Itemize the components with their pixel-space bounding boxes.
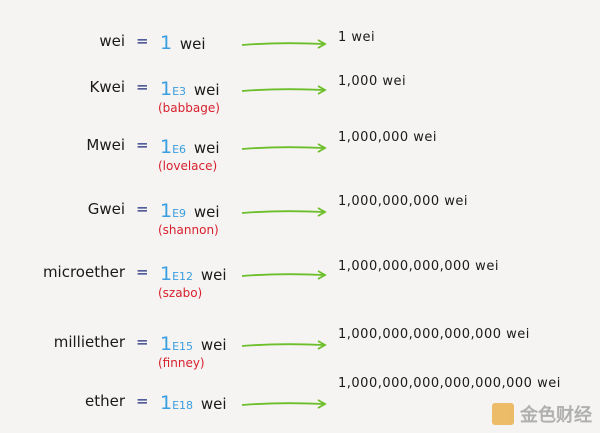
result-value: 1,000 wei — [338, 74, 407, 89]
arrow-icon — [241, 207, 327, 217]
unit-nickname: (finney) — [158, 356, 205, 370]
coefficient: 1 — [160, 392, 173, 414]
coefficient: 1 — [160, 200, 173, 222]
result-value: 1 wei — [338, 30, 376, 45]
unit-value: 1 wei — [160, 32, 206, 54]
coefficient: 1 — [160, 333, 173, 355]
unit-value: 1E9 wei — [160, 200, 220, 222]
unit-name: wei — [99, 32, 125, 50]
arrow-icon — [241, 340, 327, 350]
unit-name: Kwei — [89, 78, 125, 96]
arrow-icon — [241, 85, 327, 95]
unit-value: 1E6 wei — [160, 136, 220, 158]
equals-sign: = — [136, 32, 149, 50]
unit-name: Gwei — [87, 200, 125, 218]
exponent: E9 — [172, 207, 187, 220]
conversion-row: microether = 1E12 wei (szabo) 1,000,000,… — [0, 259, 600, 303]
arrow-icon — [241, 270, 327, 280]
coefficient: 1 — [160, 136, 173, 158]
equals-sign: = — [136, 263, 149, 281]
conversion-row: ether = 1E18 wei 1,000,000,000,000,000,0… — [0, 376, 600, 432]
equals-sign: = — [136, 200, 149, 218]
unit-nickname: (szabo) — [158, 286, 203, 300]
watermark-logo-icon — [492, 403, 514, 425]
unit-nickname: (babbage) — [158, 101, 220, 115]
unit-value: 1E12 wei — [160, 263, 227, 285]
conversion-row: Gwei = 1E9 wei (shannon) 1,000,000,000 w… — [0, 194, 600, 240]
equals-sign: = — [136, 392, 149, 410]
result-value: 1,000,000,000 wei — [338, 194, 468, 209]
coefficient: 1 — [160, 78, 173, 100]
result-value: 1,000,000 wei — [338, 130, 438, 145]
exponent: E18 — [172, 399, 194, 412]
unit-value: 1E15 wei — [160, 333, 227, 355]
equals-sign: = — [136, 333, 149, 351]
coefficient: 1 — [160, 263, 173, 285]
exponent: E3 — [172, 85, 187, 98]
unit-name: ether — [84, 392, 125, 410]
unit-name: milliether — [53, 333, 125, 351]
exponent: E15 — [172, 340, 194, 353]
base-unit: wei — [179, 35, 206, 53]
result-value: 1,000,000,000,000 wei — [338, 259, 499, 274]
unit-nickname: (lovelace) — [158, 159, 218, 173]
conversion-row: Kwei = 1E3 wei (babbage) 1,000 wei — [0, 74, 600, 118]
exponent: E12 — [172, 270, 194, 283]
equals-sign: = — [136, 136, 149, 154]
exponent: E6 — [172, 143, 187, 156]
unit-value: 1E18 wei — [160, 392, 227, 414]
result-value: 1,000,000,000,000,000,000 wei — [338, 376, 561, 391]
arrow-icon — [241, 399, 327, 409]
result-value: 1,000,000,000,000,000 wei — [338, 327, 530, 342]
base-unit: wei — [200, 336, 227, 354]
base-unit: wei — [200, 395, 227, 413]
base-unit: wei — [193, 203, 220, 221]
base-unit: wei — [193, 139, 220, 157]
conversion-row: Mwei = 1E6 wei (lovelace) 1,000,000 wei — [0, 130, 600, 176]
base-unit: wei — [200, 266, 227, 284]
base-unit: wei — [193, 81, 220, 99]
arrow-icon — [241, 143, 327, 153]
coefficient: 1 — [160, 32, 173, 54]
watermark: 金色财经 — [492, 401, 592, 427]
watermark-text: 金色财经 — [520, 405, 592, 426]
conversion-row: milliether = 1E15 wei (finney) 1,000,000… — [0, 327, 600, 373]
equals-sign: = — [136, 78, 149, 96]
unit-name: microether — [42, 263, 125, 281]
conversion-row: wei = 1 wei 1 wei — [0, 30, 600, 72]
arrow-icon — [241, 39, 327, 49]
unit-value: 1E3 wei — [160, 78, 220, 100]
unit-name: Mwei — [86, 136, 125, 154]
unit-nickname: (shannon) — [158, 223, 219, 237]
